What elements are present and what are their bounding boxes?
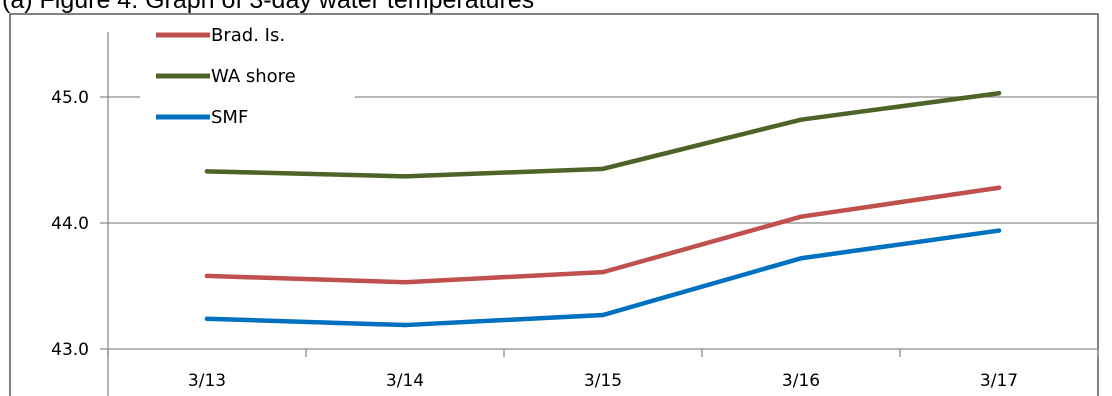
data-point bbox=[402, 322, 408, 328]
data-point bbox=[996, 91, 1002, 96]
data-point bbox=[402, 280, 408, 285]
y-tick-label: 44.0 bbox=[51, 214, 89, 234]
plot-area-border bbox=[9, 13, 1099, 396]
x-tick-label: 3/14 bbox=[386, 371, 424, 391]
series-lines bbox=[204, 90, 1002, 328]
axes bbox=[100, 32, 1098, 396]
x-tick-label: 3/15 bbox=[584, 371, 622, 391]
data-point bbox=[600, 312, 606, 318]
legend-label-wa-shore: WA shore bbox=[211, 66, 296, 87]
x-tick-label: 3/17 bbox=[980, 371, 1018, 391]
data-point bbox=[798, 256, 804, 261]
data-point bbox=[204, 316, 210, 321]
data-point bbox=[996, 185, 1002, 190]
legend: Brad. Is. WA shore SMF bbox=[140, 18, 355, 138]
data-point bbox=[600, 269, 606, 275]
data-point bbox=[798, 214, 804, 219]
chart-title: (a) Figure 4. Graph of 3-day water tempe… bbox=[2, 0, 534, 14]
data-point bbox=[600, 166, 606, 172]
data-point bbox=[402, 174, 408, 179]
x-axis-ticks: 3/13 3/14 3/15 3/16 3/17 bbox=[107, 349, 1099, 391]
series-line-brad-is bbox=[204, 185, 1002, 285]
legend-label-smf: SMF bbox=[211, 107, 248, 128]
y-tick-label: 43.0 bbox=[51, 340, 89, 360]
y-axis-ticks: 45.0 44.0 43.0 bbox=[51, 88, 89, 360]
x-tick-label: 3/13 bbox=[188, 371, 226, 391]
data-point bbox=[798, 117, 804, 122]
data-point bbox=[996, 228, 1002, 233]
legend-label-brad-is: Brad. Is. bbox=[211, 25, 285, 46]
data-point bbox=[204, 273, 210, 279]
y-tick-label: 45.0 bbox=[51, 88, 89, 108]
data-point bbox=[204, 169, 210, 174]
x-tick-label: 3/16 bbox=[782, 371, 820, 391]
